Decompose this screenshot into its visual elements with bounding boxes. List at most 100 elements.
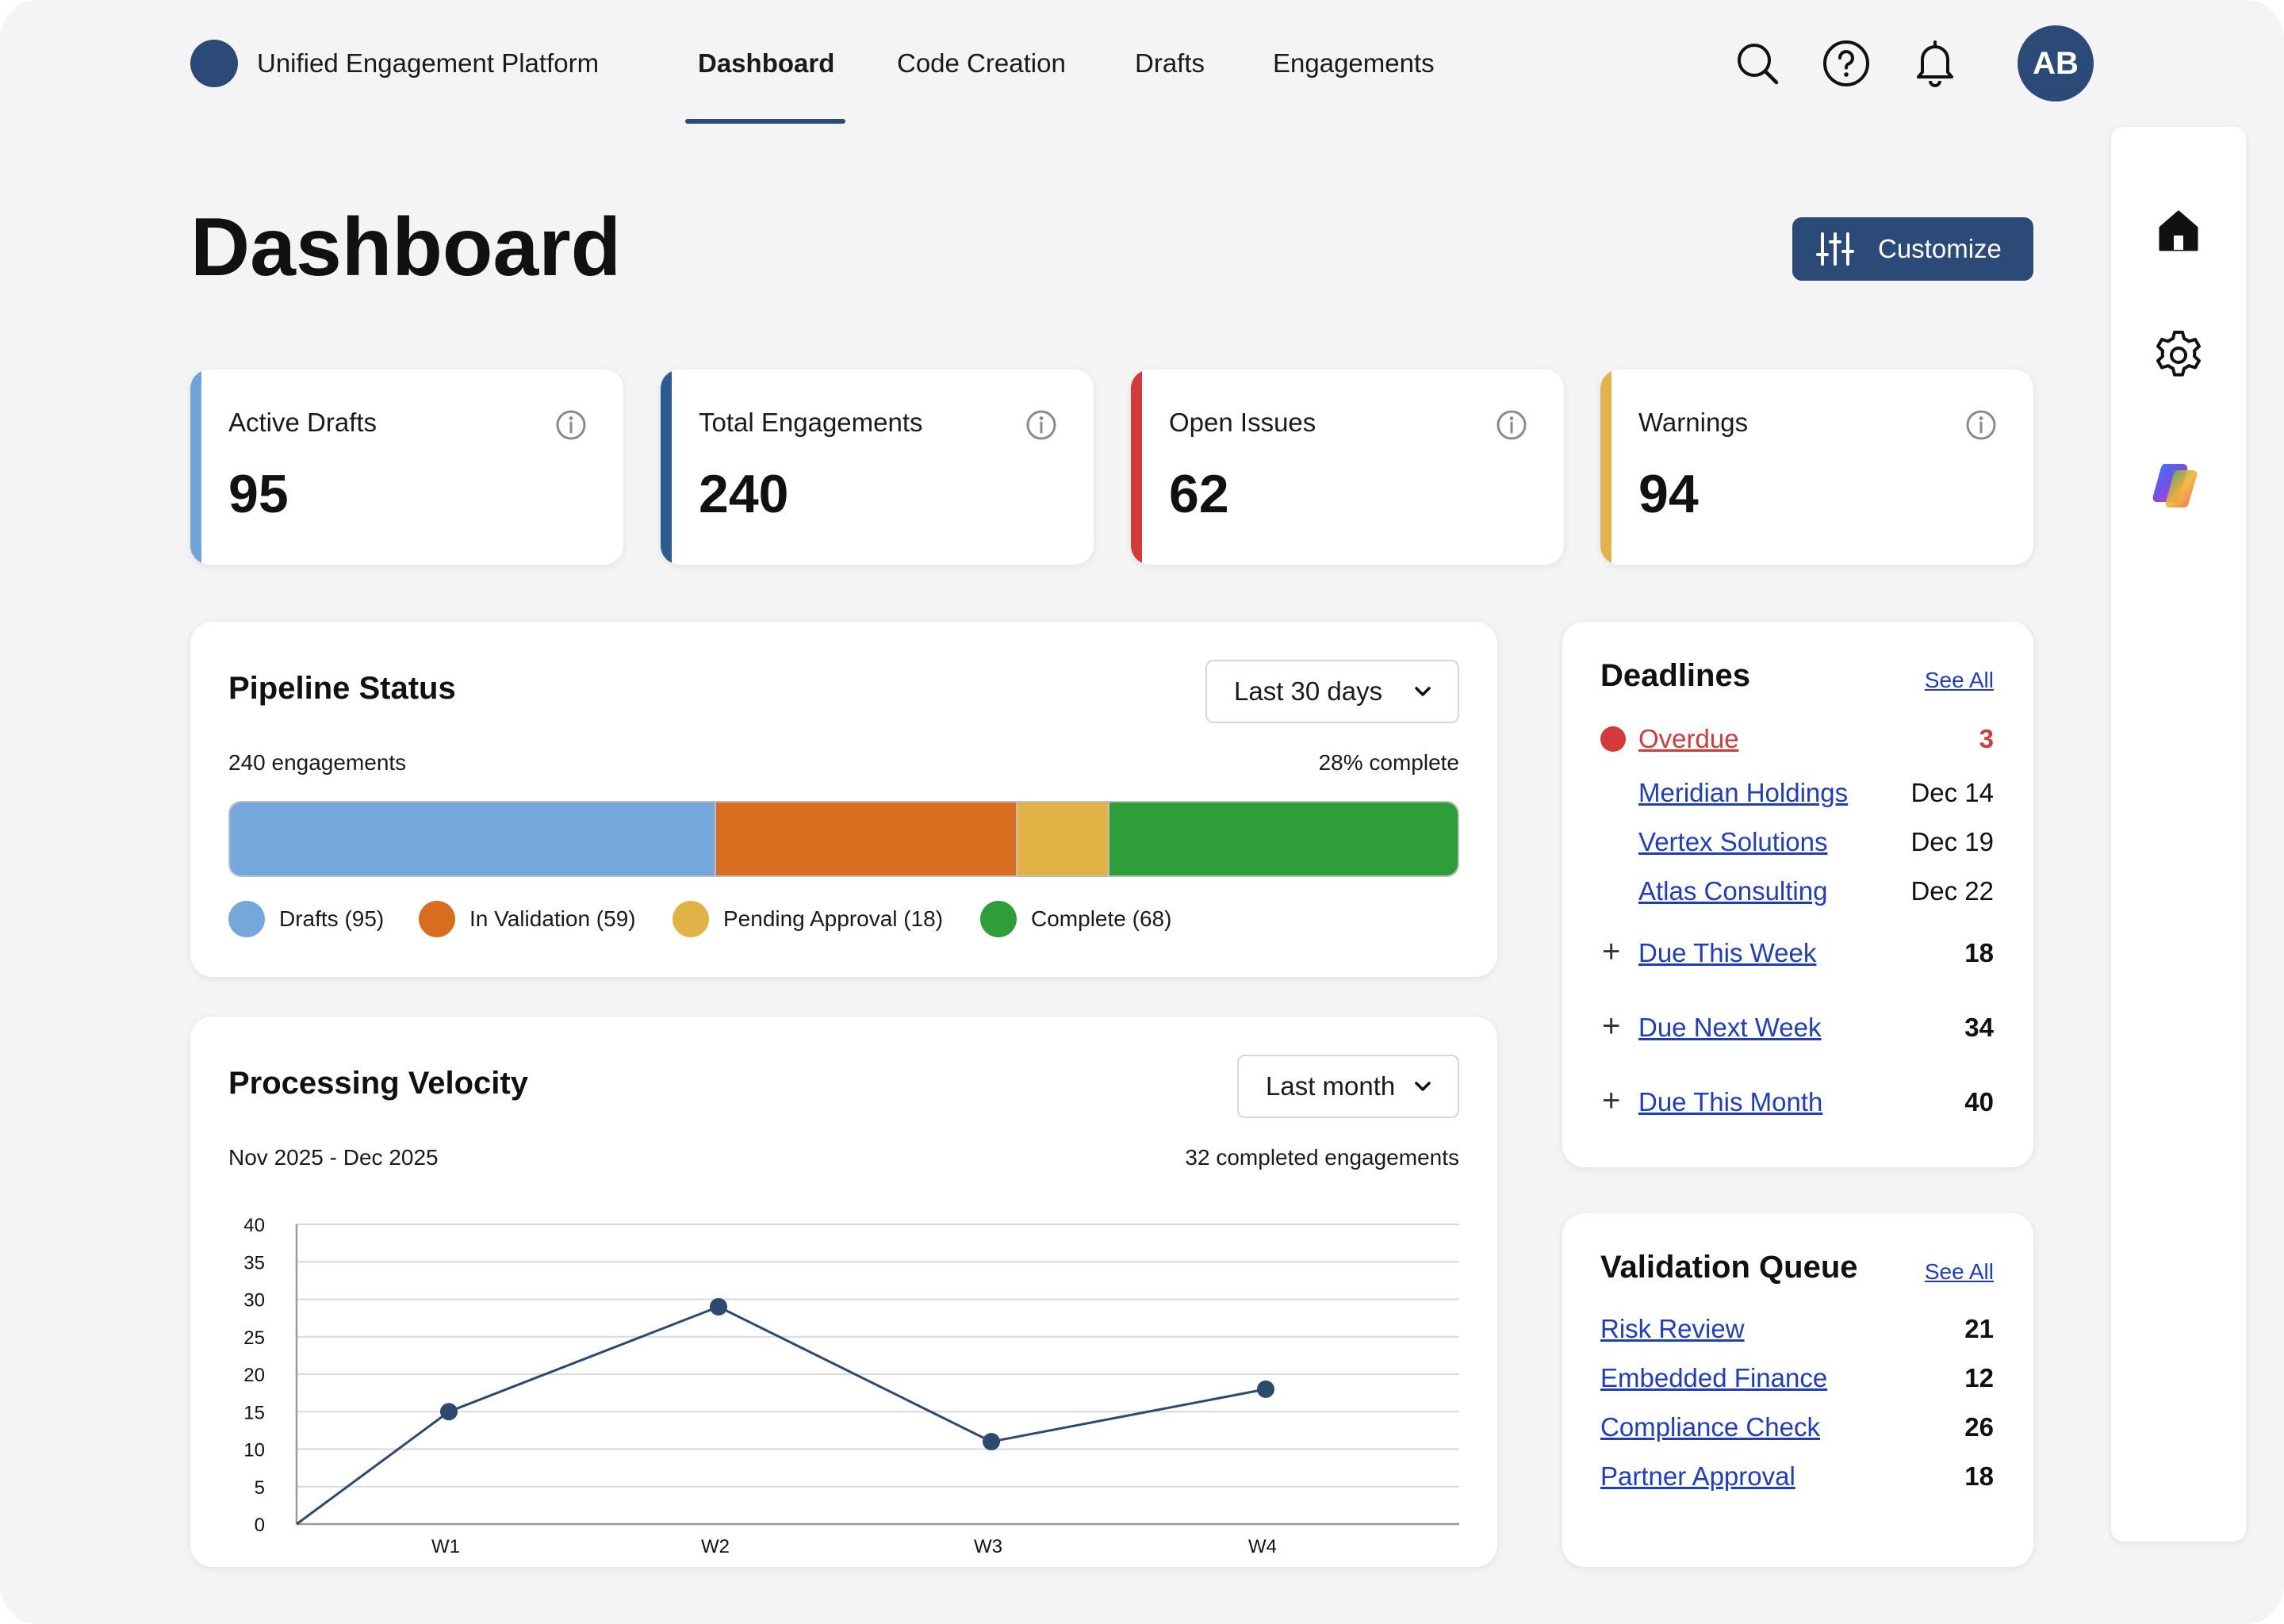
deadline-item-link[interactable]: Meridian Holdings xyxy=(1638,778,1849,807)
pipeline-segment xyxy=(230,802,716,875)
card-accent xyxy=(1600,370,1611,565)
y-tick-label: 25 xyxy=(243,1327,265,1349)
deadline-item-date: Dec 19 xyxy=(1910,827,1994,856)
legend-swatch xyxy=(980,901,1017,937)
processing-velocity-panel: Processing Velocity Last month Nov 2025 … xyxy=(190,1017,1497,1567)
legend-pending-approval: Pending Approval (18) xyxy=(673,901,943,937)
home-icon[interactable] xyxy=(2111,198,2246,262)
legend-complete: Complete (68) xyxy=(980,901,1171,937)
data-point xyxy=(440,1403,458,1421)
validation-see-all-link[interactable]: See All xyxy=(1924,1259,1994,1284)
x-tick-label: W3 xyxy=(974,1536,1002,1556)
y-tick-label: 30 xyxy=(243,1290,265,1312)
sliders-icon xyxy=(1816,232,1854,266)
info-icon[interactable] xyxy=(1965,409,1997,441)
info-icon[interactable] xyxy=(1496,409,1527,441)
x-tick-label: W2 xyxy=(701,1536,730,1556)
search-icon[interactable] xyxy=(1729,35,1786,92)
stat-card-active-drafts[interactable]: Active Drafts 95 xyxy=(190,370,623,565)
copilot-icon[interactable] xyxy=(2111,454,2246,517)
pipeline-count: 240 engagements xyxy=(228,750,407,775)
data-point xyxy=(710,1297,727,1316)
y-tick-label: 20 xyxy=(243,1365,265,1386)
queue-item-link[interactable]: Partner Approval xyxy=(1600,1461,1795,1491)
queue-item-count: 12 xyxy=(1964,1363,1994,1392)
due-this-week-link[interactable]: Due This Week xyxy=(1638,938,1817,967)
panel-title: Deadlines xyxy=(1600,658,1750,693)
velocity-period-dropdown[interactable]: Last month xyxy=(1237,1055,1459,1118)
pipeline-period-dropdown[interactable]: Last 30 days xyxy=(1205,660,1459,723)
expand-plus-icon[interactable]: + xyxy=(1602,934,1621,969)
stat-value: 62 xyxy=(1169,464,1229,524)
tab-drafts[interactable]: Drafts xyxy=(1135,48,1205,78)
legend-label: Complete (68) xyxy=(1031,906,1172,931)
velocity-date-range: Nov 2025 - Dec 2025 xyxy=(228,1145,439,1170)
tab-code-creation[interactable]: Code Creation xyxy=(897,48,1066,78)
velocity-line-chart: 0 5 10 15 20 25 30 35 40 W1 W2 W3 W4 xyxy=(243,1215,1459,1556)
bell-icon[interactable] xyxy=(1907,35,1964,92)
info-icon[interactable] xyxy=(555,409,587,441)
active-tab-indicator xyxy=(685,119,845,124)
stat-card-total-engagements[interactable]: Total Engagements 240 xyxy=(661,370,1094,565)
stat-card-open-issues[interactable]: Open Issues 62 xyxy=(1131,370,1564,565)
y-tick-label: 10 xyxy=(243,1440,265,1461)
due-this-month-count: 40 xyxy=(1964,1087,1994,1116)
deadlines-panel: Deadlines See All Overdue 3 Meridian Hol… xyxy=(1562,622,2033,1167)
pipeline-segment xyxy=(715,802,1018,875)
pipeline-complete-pct: 28% complete xyxy=(1318,750,1459,775)
user-avatar[interactable]: AB xyxy=(2018,25,2094,102)
overdue-link[interactable]: Overdue xyxy=(1638,724,1739,753)
dropdown-value: Last month xyxy=(1266,1071,1396,1101)
legend-swatch xyxy=(228,901,265,937)
deadline-item-link[interactable]: Atlas Consulting xyxy=(1638,876,1828,906)
deadline-item-date: Dec 22 xyxy=(1910,876,1994,906)
stat-value: 94 xyxy=(1638,464,1699,524)
customize-label: Customize xyxy=(1878,234,2002,263)
due-this-month-link[interactable]: Due This Month xyxy=(1638,1087,1823,1116)
queue-item-count: 18 xyxy=(1964,1461,1994,1491)
deadlines-see-all-link[interactable]: See All xyxy=(1924,668,1994,692)
info-icon[interactable] xyxy=(1025,409,1057,441)
y-tick-label: 40 xyxy=(243,1215,265,1236)
pipeline-progress-bar xyxy=(228,801,1459,877)
card-accent xyxy=(661,370,672,565)
panel-title: Validation Queue xyxy=(1600,1250,1858,1285)
velocity-summary: 32 completed engagements xyxy=(1185,1145,1459,1170)
due-next-week-count: 34 xyxy=(1964,1013,1994,1042)
legend-label: In Validation (59) xyxy=(469,906,636,931)
chevron-down-icon xyxy=(1415,687,1431,696)
stat-label: Warnings xyxy=(1638,408,1749,437)
deadline-item-link[interactable]: Vertex Solutions xyxy=(1638,827,1828,856)
deadline-item-date: Dec 14 xyxy=(1910,778,1994,807)
expand-plus-icon[interactable]: + xyxy=(1602,1009,1621,1044)
legend-in-validation: In Validation (59) xyxy=(419,901,636,937)
expand-plus-icon[interactable]: + xyxy=(1602,1083,1621,1118)
chevron-down-icon xyxy=(1415,1082,1431,1091)
legend-swatch xyxy=(419,901,455,937)
pipeline-segment xyxy=(1109,802,1458,875)
stat-card-warnings[interactable]: Warnings 94 xyxy=(1600,370,2033,565)
app-title: Unified Engagement Platform xyxy=(257,48,600,78)
legend-label: Pending Approval (18) xyxy=(723,906,944,931)
legend-drafts: Drafts (95) xyxy=(228,901,384,937)
stat-label: Total Engagements xyxy=(699,408,923,437)
customize-button[interactable]: Customize xyxy=(1792,217,2033,281)
x-tick-label: W4 xyxy=(1248,1536,1277,1556)
help-icon[interactable] xyxy=(1818,35,1875,92)
stat-label: Open Issues xyxy=(1169,408,1316,437)
legend-label: Drafts (95) xyxy=(279,906,385,931)
queue-item-link[interactable]: Risk Review xyxy=(1600,1314,1745,1343)
panel-title: Processing Velocity xyxy=(228,1066,528,1101)
overdue-count: 3 xyxy=(1979,724,1994,753)
tab-dashboard[interactable]: Dashboard xyxy=(698,48,835,78)
queue-item-count: 21 xyxy=(1964,1314,1994,1343)
panel-title: Pipeline Status xyxy=(228,671,456,706)
page-title: Dashboard xyxy=(190,201,622,293)
queue-item-link[interactable]: Compliance Check xyxy=(1600,1412,1820,1442)
tab-engagements[interactable]: Engagements xyxy=(1273,48,1435,78)
queue-item-link[interactable]: Embedded Finance xyxy=(1600,1363,1828,1392)
stat-label: Active Drafts xyxy=(228,408,377,437)
due-next-week-link[interactable]: Due Next Week xyxy=(1638,1013,1822,1042)
gear-icon[interactable] xyxy=(2111,324,2246,387)
